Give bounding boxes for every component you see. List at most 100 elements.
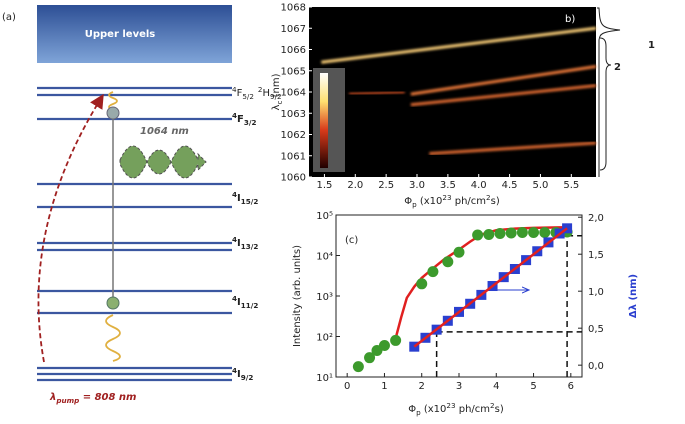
x-axis-label-part: 23	[446, 401, 455, 410]
y-axis-label: Intensity (arb. units)	[292, 245, 303, 347]
pump-label-part: = 808 nm	[79, 392, 136, 403]
level-label-part: I	[237, 297, 241, 308]
level-label: 4F5/2 2H9/2	[232, 85, 282, 101]
colorbar	[320, 73, 328, 168]
x-tick-label: 4.5	[502, 180, 518, 191]
level-label-part: 4	[232, 190, 237, 199]
point	[352, 361, 364, 373]
level-label-part: I	[237, 369, 241, 380]
pump-label: λpump = 808 nm	[49, 392, 136, 405]
point	[442, 256, 454, 268]
level-label-part: 11/2	[241, 301, 259, 310]
x-axis-label-part: 2	[486, 193, 491, 202]
level-label-part: 4	[232, 235, 237, 244]
level-label-part: 4	[232, 366, 237, 375]
ion	[106, 296, 120, 310]
y-tick-label: 1062	[281, 130, 306, 141]
level-label-part: 13/2	[241, 242, 259, 251]
point	[427, 266, 439, 278]
level-label-part: 2	[258, 85, 263, 94]
level-label-part: F	[237, 114, 244, 125]
y-tick-label: 1064	[281, 88, 306, 99]
y2-tick-label: 1,5	[588, 250, 604, 261]
x-tick-label: 4.0	[471, 180, 487, 191]
y-tick-label: 1061	[281, 151, 306, 162]
photon	[119, 145, 207, 179]
decay	[108, 91, 118, 111]
spectrum	[597, 7, 621, 177]
y2-axis-label: Δλ (nm)	[628, 274, 639, 318]
level-label: 4I13/2	[232, 235, 258, 251]
x-tick-label: 5	[530, 381, 536, 392]
point	[378, 339, 390, 351]
point	[539, 226, 551, 238]
emission-line	[321, 26, 597, 64]
level-label-part: 3/2	[244, 118, 257, 127]
y-axis-label-part: (nm)	[271, 73, 282, 100]
x-axis-label-part: (x10	[417, 196, 443, 207]
x-axis-label-part: ph/cm	[452, 196, 486, 207]
level-label: 4I11/2	[232, 294, 258, 310]
y-tick-label: 1063	[281, 109, 306, 120]
x-tick-label: 3	[456, 381, 462, 392]
x-axis-label-part: s)	[495, 404, 504, 415]
emission-label: 1064 nm	[140, 126, 189, 137]
level-lines	[37, 86, 232, 382]
upper-label: Upper levels	[85, 29, 156, 40]
emission-line	[410, 65, 597, 96]
level-label-part: I	[237, 238, 241, 249]
pump-label-part: λ	[49, 392, 56, 403]
brace	[599, 37, 612, 171]
y-tick-label: 10⁵	[316, 211, 333, 222]
energy-diagram	[37, 5, 232, 382]
y2-tick-label: 1,0	[588, 287, 604, 298]
panel-label: (a)	[2, 12, 16, 23]
x-axis-label-part: s)	[491, 196, 500, 207]
y-tick-label: 1067	[281, 24, 306, 35]
fit-line	[413, 227, 568, 348]
ion	[106, 106, 120, 120]
level-label-part: 4	[232, 294, 237, 303]
pump-label-part: pump	[55, 396, 79, 405]
x-tick-label: 5.0	[532, 180, 548, 191]
level-label: 4I9/2	[232, 366, 253, 382]
point	[494, 227, 506, 239]
level-label-part: 9/2	[270, 92, 282, 101]
level-label-part: F	[237, 88, 243, 99]
point	[472, 229, 484, 241]
pump-arrow	[37, 93, 104, 363]
x-axis-label-part: 2	[490, 401, 495, 410]
level-label-part: 4	[232, 111, 237, 120]
y2-tick-label: 0,5	[588, 324, 604, 335]
y-tick-label: 10³	[316, 292, 333, 303]
y-tick-label: 1068	[281, 3, 306, 14]
x-tick-label: 1.5	[316, 180, 332, 191]
y-tick-label: 10²	[316, 333, 333, 344]
emission-line	[410, 84, 597, 107]
x-tick-label: 3.5	[440, 180, 456, 191]
panel-label: b)	[565, 14, 575, 25]
y-axis-label-part: λ	[271, 104, 282, 110]
y-axis-label-part: c	[275, 101, 284, 105]
panel-label: (c)	[345, 235, 358, 246]
point	[390, 334, 402, 346]
x-tick-label: 3.0	[409, 180, 425, 191]
x-axis-label-part: Φ	[408, 404, 416, 415]
x-axis-label: Φp (x1023 ph/cm2s)	[404, 193, 500, 209]
colorbar-inset	[313, 68, 345, 172]
y-tick-label: 10¹	[316, 373, 333, 384]
x-axis-label-part: p	[416, 408, 421, 417]
x-tick-label: 5.5	[563, 180, 579, 191]
point	[483, 229, 495, 241]
level-label-part: 15/2	[241, 197, 259, 206]
emission-line	[349, 90, 405, 96]
level-label: 4F3/2	[232, 111, 257, 127]
point	[516, 226, 528, 238]
level-label-part: 4	[232, 85, 237, 94]
annotation: 1	[648, 40, 655, 51]
y-tick-label: 1060	[281, 173, 306, 184]
point	[528, 226, 540, 238]
x-axis-label-part: ph/cm	[456, 404, 490, 415]
x-axis-label-part: (x10	[421, 404, 447, 415]
